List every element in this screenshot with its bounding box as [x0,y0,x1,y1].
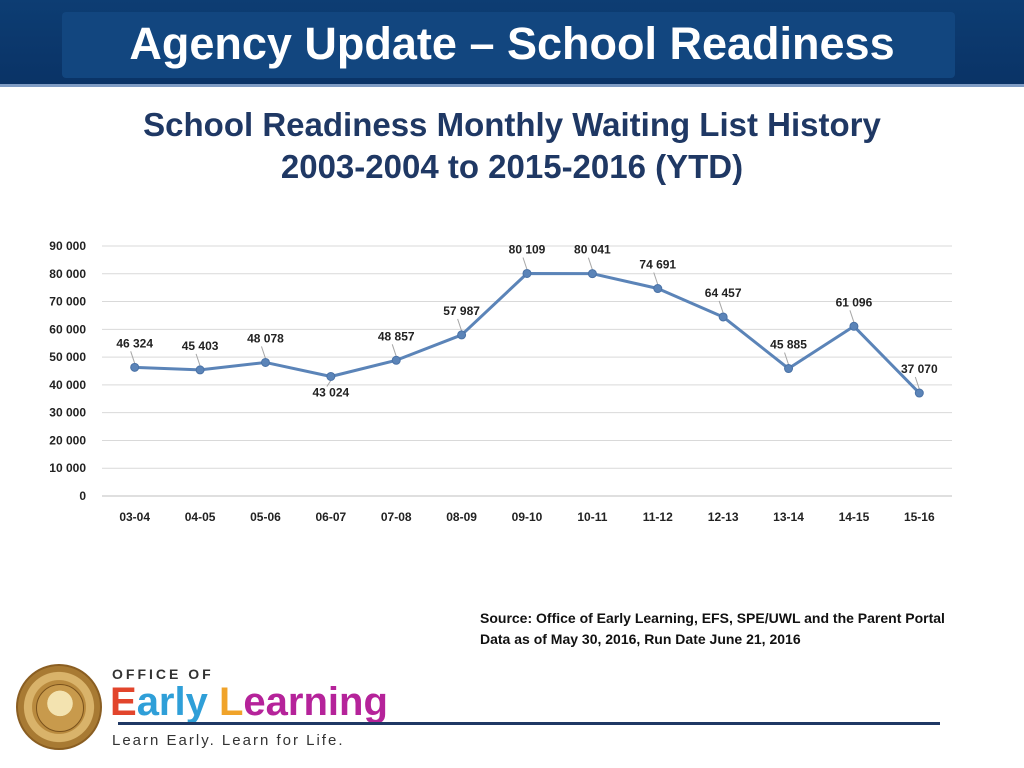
x-tick-label: 05-06 [250,510,281,524]
x-tick-label: 07-08 [381,510,412,524]
y-tick-label: 0 [79,489,86,503]
logo-divider [118,722,940,725]
data-point [457,330,467,340]
source-note: Source: Office of Early Learning, EFS, S… [480,608,1000,650]
x-tick-label: 13-14 [773,510,804,524]
x-tick-label: 04-05 [185,510,216,524]
seal-center [36,684,84,732]
logo-brand-arly: arly [136,680,219,724]
data-label: 80 041 [574,243,611,257]
x-tick-label: 14-15 [839,510,870,524]
x-tick-label: 09-10 [512,510,543,524]
x-tick-label: 06-07 [315,510,346,524]
data-label: 46 324 [116,336,153,350]
y-tick-label: 50 000 [49,350,86,364]
data-label-leader [718,300,724,314]
data-label-leader [914,376,920,390]
data-label-leader [457,318,463,332]
data-point [522,268,532,278]
slide-title: Agency Update – School Readiness [129,18,895,69]
y-tick-label: 70 000 [49,295,86,309]
data-point [653,284,663,294]
data-point [784,364,794,374]
logo-brand-earning: earning [243,680,388,724]
data-label-leader [587,257,593,270]
data-label: 48 857 [378,329,415,343]
data-point [326,371,336,381]
logo-tagline: Learn Early. Learn for Life. [112,732,345,749]
y-tick-label: 20 000 [49,433,86,447]
footer-logo: OFFICE OF Early Learning Learn Early. Le… [12,660,940,760]
data-label-leader [195,353,201,367]
x-tick-label: 12-13 [708,510,739,524]
data-label: 61 096 [836,295,873,309]
y-tick-label: 40 000 [49,378,86,392]
x-tick-label: 15-16 [904,510,935,524]
state-seal-icon [16,664,102,750]
data-label: 37 070 [901,362,938,376]
data-label: 80 109 [509,242,546,256]
chart-title-line-2: 2003-2004 to 2015-2016 (YTD) [280,148,744,185]
data-label: 45 403 [182,339,219,353]
header-panel [62,12,955,78]
logo-brand: Early Learning [110,678,388,726]
data-point [130,362,140,372]
data-point [195,365,205,375]
data-label-leader [653,272,659,285]
x-tick-label: 03-04 [119,510,150,524]
data-point [260,357,270,367]
x-tick-label: 11-12 [643,510,673,524]
data-label-leader [522,257,528,270]
data-label: 57 987 [443,304,480,318]
logo-brand-l: L [218,680,244,724]
logo-brand-e: E [110,680,137,724]
y-tick-label: 90 000 [49,239,86,253]
data-label: 43 024 [312,385,349,399]
data-label-leader [784,352,790,365]
data-point [718,312,728,322]
data-label: 48 078 [247,331,284,345]
data-point [849,321,859,331]
data-label: 45 885 [770,338,807,352]
chart-title-line-1: School Readiness Monthly Waiting List Hi… [143,106,881,143]
y-tick-label: 30 000 [49,406,86,420]
data-label-leader [260,346,266,359]
y-tick-label: 80 000 [49,267,86,281]
data-point [391,355,401,365]
data-label: 74 691 [639,258,676,272]
x-tick-label: 10-11 [577,510,607,524]
data-point [914,388,924,398]
y-tick-label: 60 000 [49,322,86,336]
data-label-leader [849,310,855,323]
data-label: 64 457 [705,286,742,300]
y-tick-label: 10 000 [49,461,86,475]
data-point [587,269,597,279]
data-label-leader [391,344,397,357]
header-bar [0,0,1024,87]
source-line-2: Data as of May 30, 2016, Run Date June 2… [480,631,801,647]
chart-title: School Readiness Monthly Waiting List Hi… [0,104,1024,188]
data-label-leader [130,351,136,364]
data-label-leader [326,380,332,387]
logo-office-of: OFFICE OF [112,666,214,682]
source-line-1: Source: Office of Early Learning, EFS, S… [480,610,945,626]
x-tick-label: 08-09 [446,510,477,524]
